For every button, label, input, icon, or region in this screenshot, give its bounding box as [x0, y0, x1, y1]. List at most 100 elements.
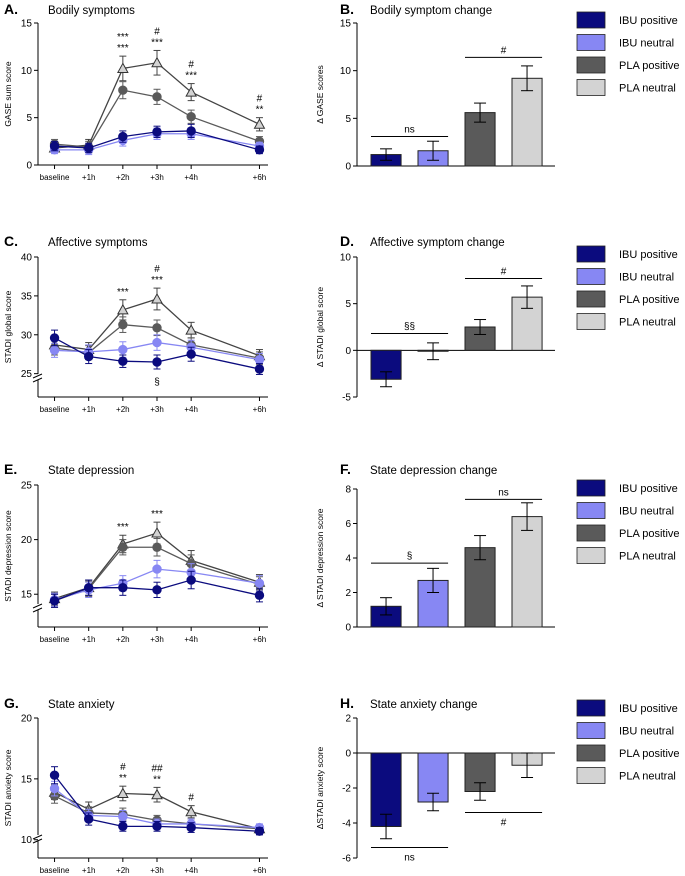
series-line: [54, 568, 260, 601]
data-point: [49, 596, 60, 606]
data-point: [118, 811, 128, 822]
y-tick-label: 4: [345, 554, 351, 565]
data-point: [83, 582, 94, 593]
legend-label: PLA neutral: [619, 551, 676, 563]
y-axis-label: STADI depression score: [3, 510, 13, 602]
significance-label: #: [154, 264, 160, 275]
bar-chart-B: B. Bodily symptom change 0 5 10 15 Δ GASE scor…: [315, 1, 680, 173]
y-tick-label: 10: [21, 835, 33, 846]
significance-label: #: [257, 94, 263, 105]
legend-swatch: [576, 245, 606, 263]
data-point: [254, 354, 265, 365]
y-tick-label: -4: [342, 819, 351, 830]
data-point: [185, 86, 198, 97]
data-point: [186, 126, 196, 136]
chart-title: Bodily symptoms: [48, 5, 135, 17]
data-point: [254, 578, 265, 589]
legend-label: PLA neutral: [619, 83, 676, 95]
y-tick-label: 30: [21, 330, 33, 341]
data-point: [185, 805, 198, 817]
x-tick-label: +1h: [82, 405, 96, 414]
y-tick-label: 20: [21, 714, 33, 725]
legend-label: IBU neutral: [619, 38, 674, 50]
data-point: [152, 542, 162, 552]
x-tick-label: +1h: [82, 866, 96, 875]
series-line: [54, 133, 260, 151]
significance-label: §: [154, 377, 160, 388]
x-tick-label: +6h: [253, 173, 267, 182]
bar-pla-positive: [464, 547, 496, 628]
legend-swatch: [576, 502, 606, 519]
legend-label: PLA positive: [619, 528, 680, 540]
y-tick-label: 10: [21, 66, 33, 77]
panel-label: A.: [4, 1, 18, 17]
legend-label: IBU positive: [619, 703, 678, 715]
data-point: [151, 292, 163, 304]
data-point: [83, 351, 94, 362]
y-tick-label: 15: [21, 19, 33, 30]
x-tick-label: baseline: [40, 405, 70, 414]
data-point: [151, 788, 163, 800]
data-point: [152, 821, 162, 832]
x-tick-label: +6h: [253, 866, 267, 875]
line-chart-G: G. State anxiety 10 15 20 STADI anxiety score…: [3, 695, 268, 875]
data-point: [118, 821, 128, 832]
y-tick-label: 10: [340, 66, 352, 77]
y-tick-label: 10: [340, 253, 352, 264]
legend-label: PLA positive: [619, 748, 680, 760]
significance-label: ***: [151, 275, 163, 286]
data-point: [186, 575, 196, 585]
y-tick-label: 0: [26, 161, 32, 172]
significance-label: ***: [117, 522, 129, 533]
legend-swatch: [576, 547, 606, 564]
y-tick-label: 15: [340, 19, 352, 30]
legend-swatch: [576, 744, 606, 762]
data-point: [186, 349, 196, 359]
x-tick-label: +4h: [184, 635, 198, 644]
axis-break-mark: [32, 377, 43, 383]
series-line: [54, 774, 260, 832]
panel-label: E.: [4, 461, 17, 477]
data-point: [151, 527, 163, 538]
legend-swatch: [576, 767, 606, 784]
series-line: [54, 791, 260, 830]
significance-label: #: [188, 60, 194, 71]
legend-swatch: [576, 34, 606, 51]
legend-label: IBU positive: [619, 483, 678, 495]
data-point: [151, 56, 163, 68]
series-line: [54, 298, 260, 357]
x-tick-label: +2h: [116, 173, 130, 182]
data-point: [254, 590, 265, 601]
line-chart-A: A. Bodily symptoms 0 5 10 15 GASE sum score bas…: [3, 1, 268, 182]
data-point: [152, 337, 162, 348]
legend-swatch: [576, 699, 606, 717]
y-tick-label: 2: [345, 714, 351, 725]
data-point: [152, 323, 162, 333]
significance-label: ns: [498, 487, 509, 498]
chart-title: Affective symptoms: [48, 237, 148, 249]
legend-swatch: [576, 290, 606, 308]
data-point: [185, 324, 198, 335]
data-point: [49, 141, 60, 151]
data-point: [254, 364, 265, 374]
y-tick-label: 0: [345, 749, 351, 760]
significance-label: ##: [151, 763, 163, 774]
series-line: [54, 62, 260, 149]
data-point: [152, 585, 162, 595]
legend-swatch: [576, 56, 606, 74]
chart-title: State anxiety change: [370, 699, 477, 711]
series-ibu-positive: [49, 329, 265, 375]
significance-label: **: [119, 773, 127, 784]
legend-swatch: [576, 524, 606, 542]
legend-label: IBU positive: [619, 15, 678, 27]
y-tick-label: 0: [345, 162, 351, 173]
panel-label: C.: [4, 233, 18, 249]
chart-title: Affective symptom change: [370, 237, 505, 249]
significance-label: ns: [404, 124, 415, 135]
data-point: [152, 127, 162, 137]
series-line: [54, 130, 260, 151]
y-tick-label: 15: [21, 774, 33, 785]
significance-label: ***: [117, 32, 129, 43]
significance-label: ***: [117, 287, 129, 298]
axis-break-mark: [32, 834, 43, 840]
